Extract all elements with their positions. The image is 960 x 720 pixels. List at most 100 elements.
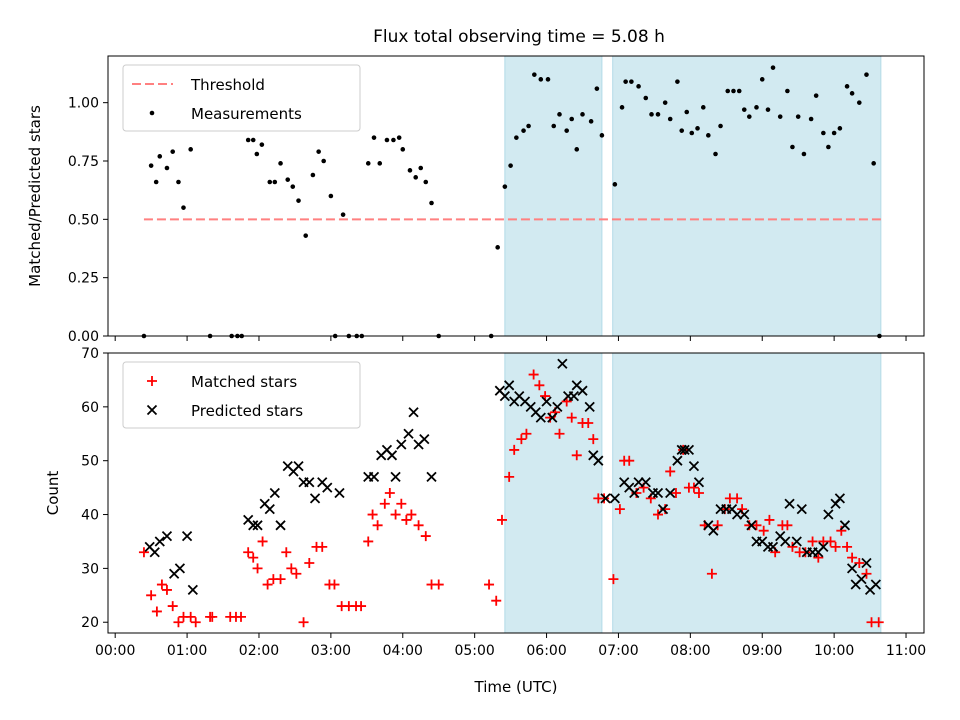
bottom-plus-point-28 xyxy=(317,541,328,552)
top-dot-point-74 xyxy=(667,116,673,122)
top-dot-point-16 xyxy=(259,142,265,147)
bottom-shaded-interval-0 xyxy=(504,352,603,634)
top-dot-point-83 xyxy=(718,123,723,129)
bottom-plus-point-21 xyxy=(275,574,286,585)
top-dot-point-2 xyxy=(153,179,159,185)
bottom-plus-point-112 xyxy=(873,617,884,628)
bottom-plus-point-106 xyxy=(836,525,847,536)
bottom-plus-point-49 xyxy=(491,595,502,606)
bottom-plus-point-93 xyxy=(758,525,769,536)
top-dot-point-65 xyxy=(612,182,618,187)
top-dot-point-17 xyxy=(267,179,273,185)
bottom-x-point-23 xyxy=(334,487,345,499)
bottom-plus-point-52 xyxy=(509,444,520,455)
bottom-plus-point-55 xyxy=(528,369,539,380)
top-dot-point-15 xyxy=(254,151,260,157)
top-dot-point-50 xyxy=(514,135,519,140)
top-dot-point-57 xyxy=(557,112,562,117)
top-dot-point-108 xyxy=(871,161,876,166)
top-dot-point-18 xyxy=(272,179,278,185)
top-dot-point-33 xyxy=(365,161,371,166)
top-dot-point-20 xyxy=(285,177,291,182)
bottom-plus-point-34 xyxy=(356,601,367,612)
top-dot-point-48 xyxy=(502,184,508,189)
top-dot-point-73 xyxy=(662,100,668,105)
bottom-plus-point-78 xyxy=(665,466,676,477)
bottom-x-point-100 xyxy=(856,574,867,585)
top-dot-point-70 xyxy=(643,95,649,101)
top-panel: 0.00 0.25 0.50 0.75 1.00 Matched/Predicted st… xyxy=(26,55,925,345)
bottom-plus-point-97 xyxy=(782,520,793,531)
top-legend-box xyxy=(122,64,361,132)
bottom-plus-point-53 xyxy=(516,434,527,445)
top-dot-point-27 xyxy=(328,193,334,199)
bottom-plus-point-60 xyxy=(554,428,565,439)
bottom-plus-point-89 xyxy=(732,493,743,504)
top-dot-point-36 xyxy=(384,137,390,143)
bottom-plus-point-94 xyxy=(764,514,775,525)
bottom-plus-point-11 xyxy=(207,611,218,622)
bottom-x-point-5 xyxy=(174,563,186,574)
bottom-plus-point-48 xyxy=(484,579,495,590)
bottom-x-point-80 xyxy=(746,520,757,531)
bottom-plus-point-92 xyxy=(751,520,762,531)
top-dot-point-38 xyxy=(396,135,402,140)
bottom-plus-point-66 xyxy=(588,434,599,445)
bottom-plus-point-45 xyxy=(420,531,431,542)
bottom-x-point-2 xyxy=(154,536,165,547)
bottom-plus-point-9 xyxy=(190,617,201,628)
top-ytick-label: 0.75 xyxy=(68,154,99,170)
bottom-x-point-56 xyxy=(600,493,611,504)
top-dot-point-29 xyxy=(340,212,346,217)
bottom-x-point-101 xyxy=(861,557,872,569)
bottom-plus-point-14 xyxy=(236,611,247,622)
bottom-plus-point-1 xyxy=(146,590,157,601)
bottom-plus-point-85 xyxy=(706,568,717,579)
bottom-x-point-12 xyxy=(264,504,275,515)
bottom-x-point-48 xyxy=(557,358,568,369)
bottom-x-point-9 xyxy=(248,520,259,531)
top-dot-point-84 xyxy=(725,88,731,94)
top-dot-point-95 xyxy=(790,144,795,150)
top-dot-point-93 xyxy=(777,114,783,119)
top-dot-point-6 xyxy=(176,179,181,185)
bottom-x-point-103 xyxy=(870,579,881,590)
bottom-x-point-69 xyxy=(679,444,690,456)
bottom-x-point-86 xyxy=(780,536,791,547)
bottom-ytick-label: 30 xyxy=(81,561,99,577)
top-dot-point-105 xyxy=(849,91,855,96)
top-dot-point-5 xyxy=(170,149,176,154)
bottom-x-point-93 xyxy=(818,541,829,552)
top-dot-point-67 xyxy=(623,79,628,84)
bottom-plus-point-107 xyxy=(842,541,853,552)
bottom-plus-point-30 xyxy=(329,579,340,590)
bottom-plus-point-42 xyxy=(401,514,412,525)
top-dot-point-77 xyxy=(684,109,690,115)
bottom-x-point-34 xyxy=(419,434,430,445)
xtick-label: 06:00 xyxy=(526,643,566,659)
bottom-panel: 20 30 40 50 60 70 00:00 01:00 02:00 03:00 04:00 05:… xyxy=(44,346,926,696)
bottom-x-point-62 xyxy=(640,477,651,488)
bottom-x-point-22 xyxy=(322,482,333,493)
bottom-plus-point-51 xyxy=(504,471,515,482)
bottom-plus-point-83 xyxy=(693,488,704,498)
xtick-label: 04:00 xyxy=(383,643,423,659)
top-ytick-label: 0.00 xyxy=(68,329,99,345)
bottom-axes-frame xyxy=(107,352,925,634)
bottom-legend: Matched stars Predicted stars xyxy=(122,361,361,429)
top-dot-point-37 xyxy=(391,137,396,143)
top-dot-point-59 xyxy=(569,116,575,122)
top-dot-point-81 xyxy=(706,133,711,138)
bottom-x-point-32 xyxy=(408,407,419,418)
top-dot-point-47 xyxy=(495,245,500,250)
bottom-legend-box xyxy=(122,361,361,429)
xtick-label: 01:00 xyxy=(167,643,207,659)
bottom-ytick-label: 40 xyxy=(81,508,99,524)
bottom-x-point-17 xyxy=(293,460,304,472)
bottom-x-point-37 xyxy=(499,390,510,402)
top-dot-point-7 xyxy=(181,205,186,210)
top-dot-point-40 xyxy=(407,168,413,173)
bottom-x-point-84 xyxy=(767,541,779,552)
bottom-plus-point-6 xyxy=(173,617,184,628)
bottom-plus-point-35 xyxy=(363,536,374,547)
